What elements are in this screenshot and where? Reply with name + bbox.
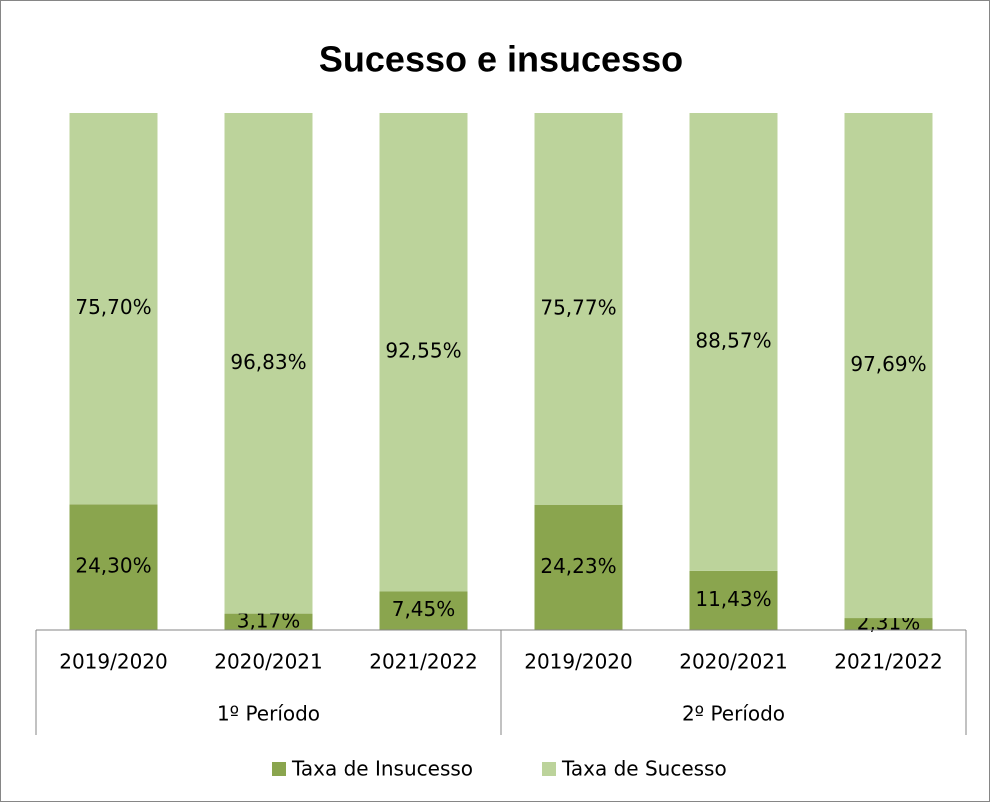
x-tick-label: 2019/2020 xyxy=(59,650,168,674)
bar-segment xyxy=(69,504,158,630)
group-label: 1º Período xyxy=(217,702,320,726)
group-label: 2º Período xyxy=(682,702,785,726)
bar-segment xyxy=(844,113,933,619)
bar-segment xyxy=(379,591,468,630)
bar-segment xyxy=(69,113,158,505)
chart-title: Sucesso e insucesso xyxy=(319,39,683,80)
legend-label: Taxa de Insucesso xyxy=(291,757,473,781)
x-tick-label: 2019/2020 xyxy=(524,650,633,674)
data-label: 75,77% xyxy=(540,295,616,319)
legend-swatch xyxy=(272,762,286,776)
x-tick-label: 2021/2022 xyxy=(834,650,943,674)
bar-segment xyxy=(379,113,468,592)
data-label: 97,69% xyxy=(850,352,926,376)
x-tick-label: 2020/2021 xyxy=(214,650,323,674)
data-label: 11,43% xyxy=(695,587,771,611)
bar-segment xyxy=(224,613,313,630)
bar-segment xyxy=(534,504,623,630)
data-label: 24,30% xyxy=(75,554,151,578)
data-label: 75,70% xyxy=(75,295,151,319)
bar-segment xyxy=(689,113,778,571)
legend-label: Taxa de Sucesso xyxy=(561,757,727,781)
bar-segment xyxy=(844,618,933,630)
data-label: 88,57% xyxy=(695,328,771,352)
bar-segment xyxy=(224,113,313,614)
data-label: 96,83% xyxy=(230,350,306,374)
bar-segment xyxy=(534,113,623,505)
data-label: 7,45% xyxy=(392,597,456,621)
data-label: 24,23% xyxy=(540,554,616,578)
bar-segment xyxy=(689,570,778,630)
x-tick-label: 2020/2021 xyxy=(679,650,788,674)
data-label: 92,55% xyxy=(385,339,461,363)
x-tick-label: 2021/2022 xyxy=(369,650,478,674)
legend-swatch xyxy=(542,762,556,776)
